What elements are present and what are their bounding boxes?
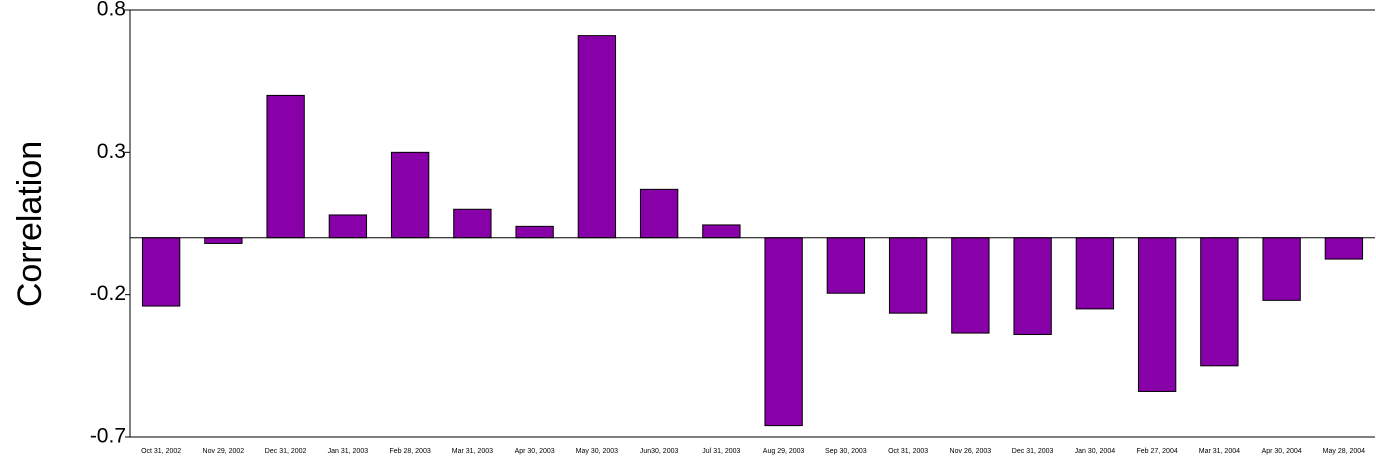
y-tick-label: 0.3 — [97, 140, 126, 163]
bar — [390, 151, 430, 239]
x-tick-label: May 28, 2004 — [1323, 448, 1366, 455]
x-tick-label: May 30, 2003 — [576, 448, 619, 455]
bar — [764, 237, 803, 427]
x-tick-label: Feb 27, 2004 — [1136, 448, 1177, 455]
bar — [577, 35, 617, 239]
bar — [1200, 237, 1239, 367]
bar — [1075, 237, 1115, 310]
x-tick-label: Nov 29, 2002 — [203, 448, 245, 455]
x-tick-label: Mar 31, 2004 — [1199, 448, 1240, 455]
x-tick-label: Mar 31, 2003 — [452, 448, 493, 455]
bar — [702, 224, 741, 239]
bar — [1137, 237, 1177, 392]
y-axis-label: Correlation — [11, 141, 49, 307]
bar — [266, 94, 305, 239]
bar — [453, 208, 492, 239]
x-tick-label: Oct 31, 2003 — [888, 448, 928, 455]
bar — [328, 214, 368, 239]
x-tick-label: Jan 31, 2003 — [328, 448, 369, 455]
bar — [1013, 237, 1052, 336]
x-tick-label: Apr 30, 2003 — [515, 448, 555, 455]
y-tick-label: -0.2 — [90, 282, 126, 305]
x-tick-label: Jun30, 2003 — [640, 448, 679, 455]
x-tick-label: Sep 30, 2003 — [825, 448, 867, 455]
bar — [888, 237, 928, 314]
bar — [204, 237, 243, 244]
y-tick-label: -0.7 — [90, 425, 126, 448]
x-tick-label: Feb 28, 2003 — [389, 448, 430, 455]
bar — [515, 225, 554, 239]
x-tick-label: Nov 26, 2003 — [950, 448, 992, 455]
bar — [951, 237, 990, 334]
y-tick-label: 0.8 — [97, 0, 126, 21]
x-tick-label: Jan 30, 2004 — [1075, 448, 1116, 455]
x-tick-label: Apr 30, 2004 — [1262, 448, 1302, 455]
x-tick-label: Dec 31, 2003 — [1012, 448, 1054, 455]
bar — [639, 188, 679, 239]
bar — [141, 237, 181, 307]
bar — [826, 237, 866, 294]
x-tick-label: Aug 29, 2003 — [763, 448, 805, 455]
x-tick-label: Oct 31, 2002 — [141, 448, 181, 455]
x-tick-label: Dec 31, 2002 — [265, 448, 307, 455]
x-tick-label: Jul 31, 2003 — [702, 448, 740, 455]
bar — [1324, 237, 1364, 260]
bar — [1262, 237, 1301, 301]
